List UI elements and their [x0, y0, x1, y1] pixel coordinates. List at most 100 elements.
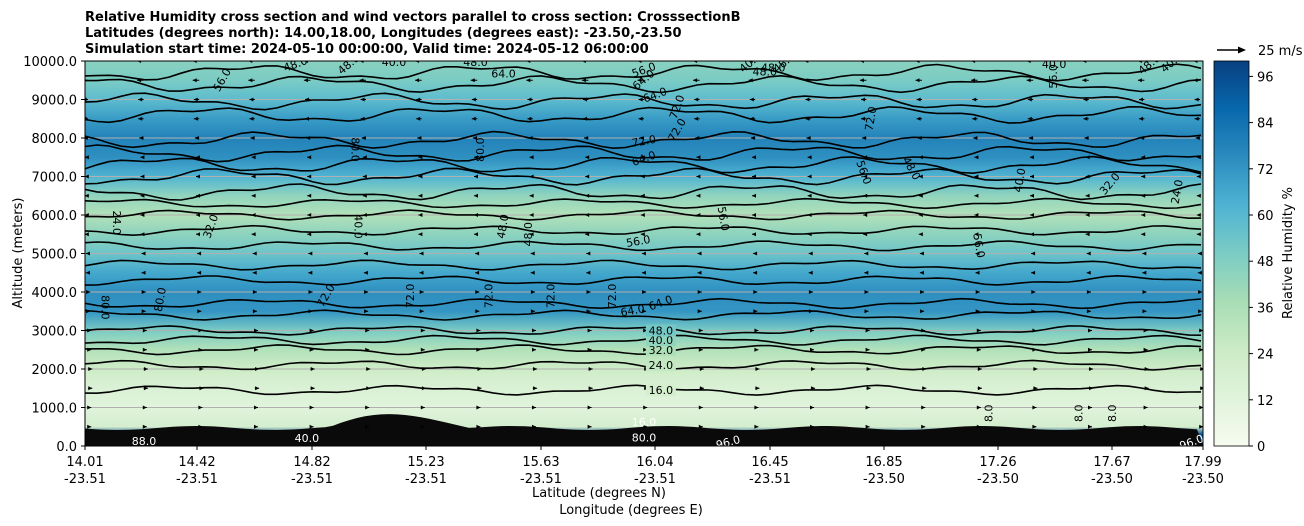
x-tick-lon: -23.51: [749, 472, 791, 487]
wind-arrowhead: [1197, 251, 1202, 256]
wind-arrowhead: [755, 386, 760, 391]
x-tick-lon: -23.50: [863, 472, 905, 487]
wind-arrowhead: [420, 405, 425, 410]
wind-arrowhead: [364, 309, 369, 314]
wind-arrowhead: [581, 78, 586, 83]
wind-arrowhead: [1144, 367, 1149, 371]
contour-label: 40.0: [295, 432, 320, 445]
wind-arrowhead: [310, 386, 315, 391]
wind-arrowhead: [974, 174, 979, 179]
contour-line: [85, 74, 1202, 94]
wind-arrowhead: [1194, 116, 1199, 121]
wind-arrowhead: [974, 213, 979, 217]
wind-arrowhead: [194, 136, 199, 140]
wind-arrowhead: [1196, 213, 1201, 217]
wind-arrowhead: [1030, 213, 1034, 217]
wind-arrowhead: [530, 309, 535, 314]
x-tick-lon: -23.50: [1182, 472, 1224, 487]
wind-arrowhead: [143, 367, 148, 371]
wind-arrowhead: [585, 232, 590, 237]
wind-arrowhead: [921, 328, 926, 333]
wind-arrowhead: [1137, 78, 1142, 83]
wind-arrowhead: [1143, 405, 1148, 410]
wind-arrowhead: [197, 251, 202, 256]
wind-arrowhead: [472, 136, 477, 140]
x-axis-label: Latitude (degrees N): [532, 486, 666, 501]
wind-arrowhead: [585, 174, 590, 179]
wind-arrowhead: [811, 386, 816, 391]
contour-label-bg: [645, 334, 676, 347]
y-tick-label: 10000.0: [23, 55, 77, 70]
wind-arrowhead: [976, 328, 981, 333]
wind-arrowhead: [696, 232, 701, 237]
wind-arrowhead: [305, 116, 309, 121]
contour-label: 56.0: [715, 206, 732, 232]
contour-label: 72.0: [483, 284, 496, 309]
wind-arrowhead: [1141, 213, 1146, 217]
wind-arrowhead: [475, 270, 480, 275]
contour-line: [85, 297, 1202, 310]
contour-line: [85, 384, 1202, 396]
wind-arrowhead: [1143, 347, 1148, 352]
wind-arrowhead: [196, 174, 200, 179]
wind-arrowhead: [697, 290, 702, 294]
wind-arrowhead: [418, 213, 423, 217]
wind-arrowhead: [197, 290, 202, 294]
x-tick-lat: 16.85: [865, 455, 902, 470]
wind-arrowhead: [693, 78, 698, 83]
wind-arrowhead: [309, 424, 314, 429]
contour-label-bg: [645, 384, 676, 397]
wind-arrowhead: [365, 347, 370, 352]
wind-arrowhead: [916, 116, 921, 121]
wind-arrowhead: [752, 193, 756, 198]
contour-label: 72.0: [404, 284, 417, 309]
wind-arrowhead: [972, 116, 977, 121]
wind-arrowhead: [1082, 78, 1087, 83]
wind-arrowhead: [639, 136, 644, 140]
wind-arrowhead: [918, 213, 923, 217]
wind-arrowhead: [750, 136, 755, 140]
contour-label: 72.0: [631, 133, 657, 150]
wind-arrowhead: [476, 328, 481, 333]
wind-arrowhead: [805, 97, 810, 102]
wind-arrowhead: [863, 232, 868, 237]
wind-arrowhead: [1085, 213, 1090, 217]
wind-arrowhead: [696, 213, 701, 217]
wind-arrowhead: [252, 290, 257, 294]
wind-arrowhead: [1027, 116, 1032, 121]
wind-arrowhead: [199, 386, 204, 391]
contour-label: 40.0: [1011, 167, 1028, 193]
contour-label: 48.0: [649, 325, 674, 338]
wind-arrowhead: [1085, 155, 1090, 160]
wind-arrowhead: [1196, 155, 1201, 160]
wind-arrowhead: [752, 174, 756, 179]
contour-label: 56.0: [625, 233, 651, 250]
wind-arrowhead: [1085, 174, 1090, 179]
wind-arrowhead: [1144, 386, 1149, 391]
wind-arrowhead: [193, 116, 198, 121]
wind-arrowhead: [754, 424, 759, 429]
wind-arrowhead: [694, 97, 699, 102]
contour-label: 40.0: [351, 214, 364, 239]
contour-label: 88.0: [132, 435, 157, 448]
wind-key: 25 m/s: [1217, 44, 1303, 59]
wind-arrowhead: [475, 309, 480, 314]
contour-label: 72.0: [863, 105, 880, 131]
wind-arrowhead: [137, 78, 142, 83]
wind-arrowhead: [477, 386, 482, 391]
y-tick-label: 7000.0: [32, 171, 78, 186]
contour-line: [85, 259, 1202, 271]
wind-arrowhead: [918, 155, 923, 160]
wind-arrowhead: [142, 328, 147, 333]
wind-arrowhead: [527, 116, 532, 121]
wind-arrowhead: [308, 290, 313, 294]
wind-arrowhead: [915, 78, 920, 83]
wind-arrowhead: [529, 213, 534, 217]
wind-arrowhead: [807, 174, 812, 179]
contour-label: 56.0: [970, 233, 987, 259]
wind-arrowhead: [528, 136, 533, 140]
wind-arrowhead: [695, 136, 700, 140]
wind-arrowhead: [1143, 424, 1148, 429]
x-tick-lat: 14.82: [293, 455, 330, 470]
contour-label: 56.0: [1047, 64, 1060, 89]
